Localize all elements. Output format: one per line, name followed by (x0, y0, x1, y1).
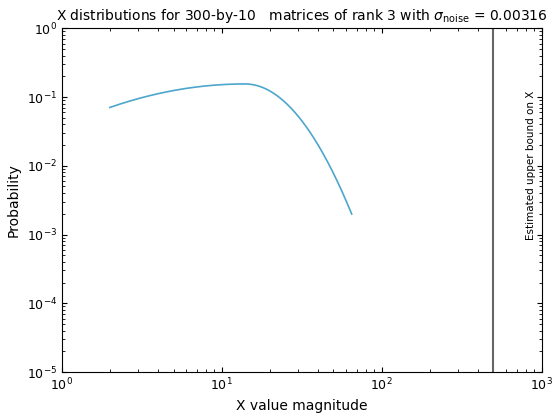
Text: Estimated upper bound on X: Estimated upper bound on X (526, 91, 536, 241)
Y-axis label: Probability: Probability (7, 163, 21, 237)
X-axis label: X value magnitude: X value magnitude (236, 399, 367, 413)
Title: X distributions for 300-by-10   matrices of rank 3 with $\sigma_{\mathrm{noise}}: X distributions for 300-by-10 matrices o… (56, 7, 548, 25)
